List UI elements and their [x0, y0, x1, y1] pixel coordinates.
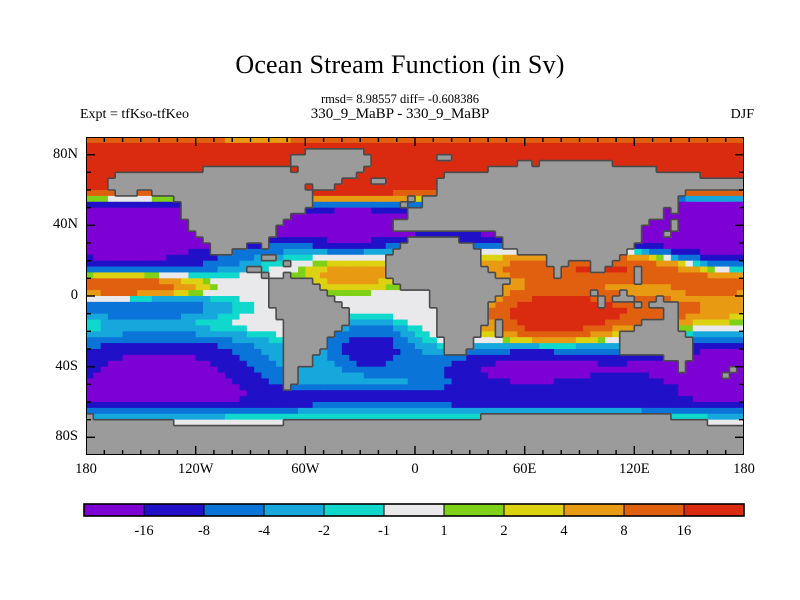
colorbar-tick-label: 16 — [676, 523, 692, 539]
x-axis-label: 60E — [512, 461, 537, 477]
colorbar-tick-label: -16 — [134, 523, 154, 539]
rmsd-annotation: rmsd= 8.98557 diff= -0.608386 — [321, 92, 479, 106]
season-label: DJF — [730, 107, 754, 122]
y-axis-label: 40N — [53, 216, 78, 233]
x-axis-label: 120W — [177, 461, 214, 477]
page-title: Ocean Stream Function (in Sv) — [235, 50, 565, 79]
y-axis-label: 80N — [53, 145, 78, 162]
colorbar-tick-label: 8 — [620, 523, 628, 539]
colorbar-tick-label: -1 — [377, 523, 391, 539]
colorbar-tick-label: 4 — [560, 523, 568, 539]
case-annotation: 330_9_MaBP - 330_9_MaBP — [310, 106, 490, 122]
stream-function-contour-map — [86, 137, 744, 455]
colorbar-tick-label: -8 — [197, 523, 211, 539]
colorbar-tick-label: 2 — [500, 523, 508, 539]
y-axis-label: 0 — [70, 287, 78, 303]
x-axis-label: 120E — [619, 461, 650, 477]
colorbar — [80, 500, 748, 520]
x-axis-label: 180 — [733, 461, 755, 477]
y-axis-label: 40S — [55, 357, 78, 374]
colorbar-tick-label: 1 — [440, 523, 448, 539]
colorbar-swatches — [83, 503, 745, 517]
experiment-label: Expt = tfKso-tfKeo — [80, 107, 189, 122]
colorbar-tick-label: -4 — [257, 523, 271, 539]
x-axis-label: 180 — [75, 461, 97, 477]
map-plot-area — [86, 137, 744, 455]
x-axis-label: 0 — [411, 461, 419, 477]
y-axis-label: 80S — [55, 428, 78, 445]
colorbar-tick-label: -2 — [317, 523, 331, 539]
x-axis-label: 60W — [291, 461, 320, 477]
